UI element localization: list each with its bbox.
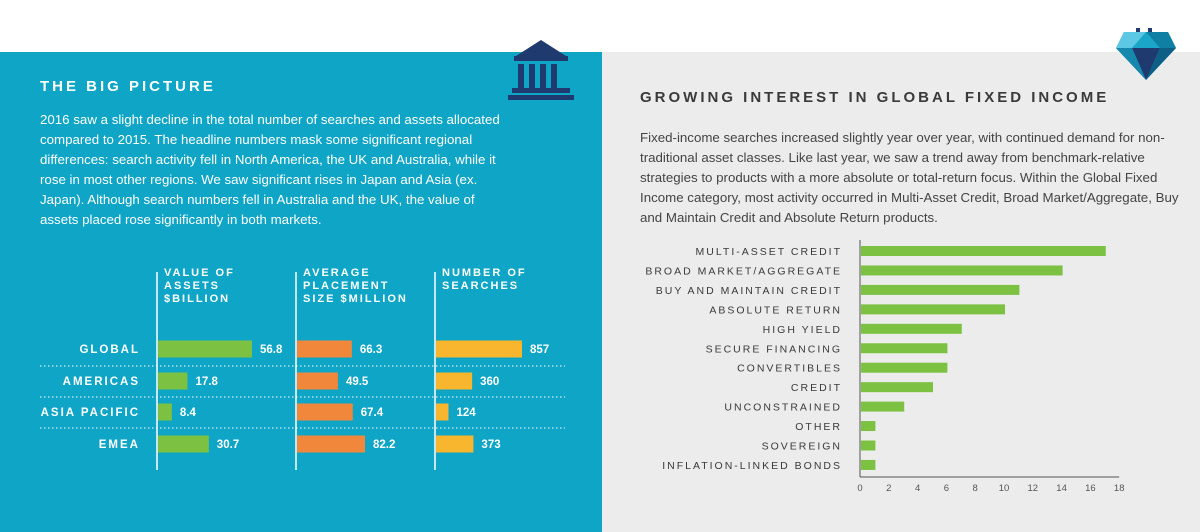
bar xyxy=(297,403,353,421)
region-label: EMEA xyxy=(99,439,140,451)
bar xyxy=(861,421,876,432)
category-label: HIGH YIELD xyxy=(763,324,842,336)
bar-value-label: 66.3 xyxy=(360,344,382,356)
bar xyxy=(436,403,449,421)
bar xyxy=(861,343,948,354)
bar xyxy=(158,340,252,358)
bar-value-label: 17.8 xyxy=(195,376,218,388)
category-label: ABSOLUTE RETURN xyxy=(709,304,842,316)
column-header-line: SIZE $MILLION xyxy=(303,293,408,305)
region-label: AMERICAS xyxy=(63,376,140,388)
bar xyxy=(158,435,209,453)
category-label: CONVERTIBLES xyxy=(737,363,842,375)
bank-building-with-flag-icon xyxy=(508,24,574,100)
column-header-line: VALUE OF xyxy=(164,267,235,279)
bar-value-label: 8.4 xyxy=(180,407,197,419)
category-label: SECURE FINANCING xyxy=(706,343,842,355)
bar-value-label: 30.7 xyxy=(217,439,239,451)
x-tick-label: 12 xyxy=(1028,483,1039,494)
x-tick-label: 8 xyxy=(973,483,978,494)
category-label: CREDIT xyxy=(791,382,842,394)
region-label: ASIA PACIFIC xyxy=(41,407,140,419)
bar xyxy=(861,265,1063,276)
x-tick-label: 10 xyxy=(999,483,1010,494)
region-label: GLOBAL xyxy=(79,344,140,356)
x-tick-label: 2 xyxy=(886,483,891,494)
bar xyxy=(861,440,876,451)
big-picture-body: 2016 saw a slight decline in the total n… xyxy=(40,112,500,227)
bar-value-label: 857 xyxy=(530,344,549,356)
bar-value-label: 82.2 xyxy=(373,439,395,451)
category-label: BUY AND MAINTAIN CREDIT xyxy=(656,285,842,297)
x-tick-label: 16 xyxy=(1085,483,1096,494)
bar xyxy=(861,401,905,412)
bar-value-label: 56.8 xyxy=(260,344,283,356)
bar xyxy=(861,362,948,373)
column-header-line: PLACEMENT xyxy=(303,280,389,292)
x-tick-label: 0 xyxy=(857,483,862,494)
column-header-line: ASSETS xyxy=(164,280,220,292)
category-label: SOVEREIGN xyxy=(762,441,842,453)
x-tick-label: 6 xyxy=(944,483,949,494)
fixed-income-body: Fixed-income searches increased slightly… xyxy=(640,130,1179,225)
bar-value-label: 124 xyxy=(456,407,476,419)
bar xyxy=(158,372,188,390)
bar xyxy=(297,435,365,453)
x-tick-label: 18 xyxy=(1114,483,1125,494)
x-tick-label: 14 xyxy=(1056,483,1067,494)
bar-value-label: 67.4 xyxy=(361,407,384,419)
category-label: BROAD MARKET/AGGREGATE xyxy=(645,265,842,277)
bar xyxy=(158,403,172,421)
bar-value-label: 360 xyxy=(480,376,499,388)
big-picture-title: THE BIG PICTURE xyxy=(40,78,216,95)
bar xyxy=(861,284,1020,295)
category-label: INFLATION-LINKED BONDS xyxy=(662,460,842,472)
bar xyxy=(436,372,473,390)
bar xyxy=(861,382,933,393)
fixed-income-title: GROWING INTEREST IN GLOBAL FIXED INCOME xyxy=(640,89,1110,106)
column-header-line: NUMBER OF xyxy=(442,267,527,279)
bar xyxy=(861,459,876,470)
column-header-line: $BILLION xyxy=(164,293,230,305)
column-header-line: SEARCHES xyxy=(442,280,519,292)
column-header-line: AVERAGE xyxy=(303,267,371,279)
bar xyxy=(436,340,522,358)
category-label: UNCONSTRAINED xyxy=(724,402,842,414)
bar xyxy=(861,246,1106,256)
bar xyxy=(861,323,962,334)
fixed-income-bar-chart: MULTI-ASSET CREDIT BROAD MARKET/AGGREGATE… xyxy=(645,240,1124,494)
bar xyxy=(861,304,1005,315)
x-tick-label: 4 xyxy=(915,483,920,494)
diamond-icon xyxy=(1116,28,1176,80)
bar xyxy=(297,372,338,390)
bar xyxy=(436,435,474,453)
bar xyxy=(297,340,352,358)
bar-value-label: 373 xyxy=(481,439,500,451)
category-label: OTHER xyxy=(795,421,842,433)
category-label: MULTI-ASSET CREDIT xyxy=(696,246,842,258)
bar-value-label: 49.5 xyxy=(346,376,369,388)
